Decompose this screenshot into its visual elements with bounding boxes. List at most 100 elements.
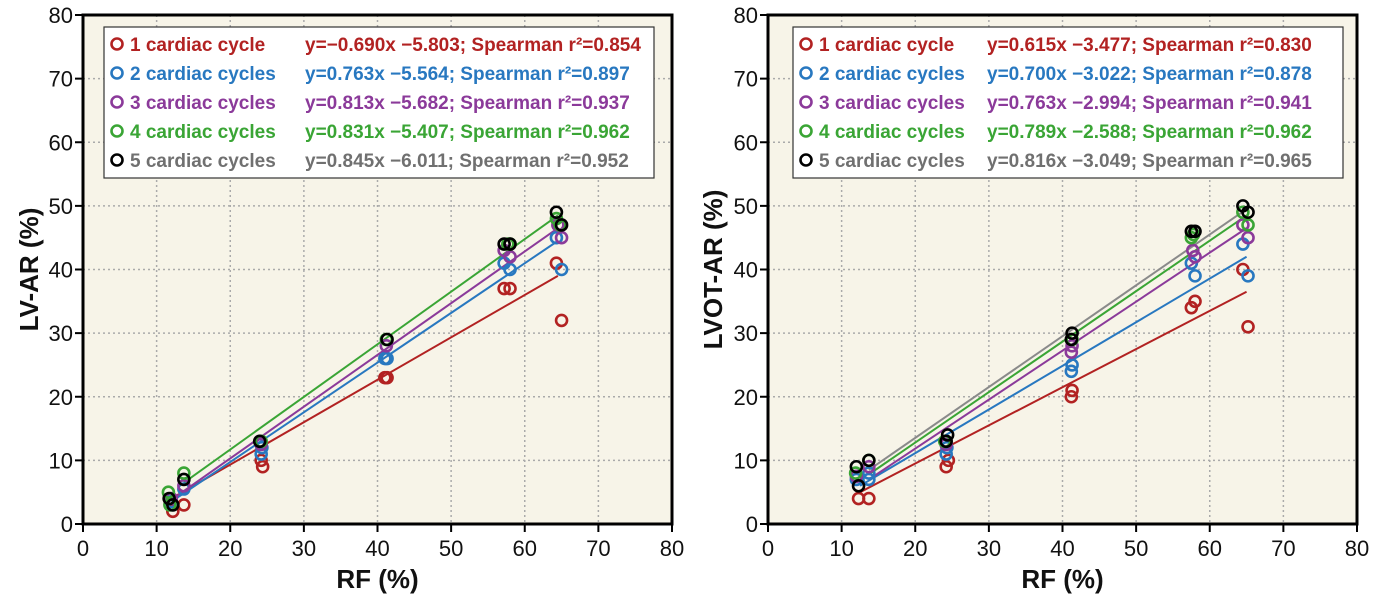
chart-2-x-tick-label: 40 [1050, 536, 1074, 561]
chart-1-point-series-5 [177, 472, 191, 487]
chart-2-y-tick-label: 10 [734, 448, 758, 473]
chart-1-legend-label-series-2: 2 cardiac cycles [130, 64, 276, 85]
chart-1-legend-box [103, 26, 655, 179]
chart-1-fit-line-series-4 [183, 214, 559, 484]
chart-1-y-tick-label: 20 [49, 385, 73, 410]
chart-2-legend-marker-series-3 [799, 95, 813, 109]
chart-2-legend-equation-series-1: y=0.615x −3.477; Spearman r²=0.830 [987, 35, 1312, 56]
chart-2-x-tick-label: 20 [903, 536, 927, 561]
chart-1-legend-equation-series-1: y=−0.690x −5.803; Spearman r²=0.854 [305, 35, 641, 56]
chart-2-point-series-5 [1065, 326, 1079, 340]
chart-2-legend-marker-series-4 [799, 124, 813, 138]
chart-2-point-series-1 [941, 453, 956, 468]
chart-1-legend-label-series-4: 4 cardiac cycles [130, 122, 276, 143]
chart-2-y-tick-label: 50 [734, 194, 758, 219]
chart-2-point-series-5 [849, 459, 864, 474]
chart-2-point-series-2 [939, 447, 953, 461]
chart-1-point-series-5 [503, 237, 517, 251]
chart-2-x-tick-label: 0 [762, 536, 774, 561]
chart-2-legend-label-series-1: 1 cardiac cycle [819, 35, 954, 56]
chart-2-point-series-3 [1188, 249, 1202, 264]
chart-2-point-series-2 [1065, 358, 1079, 372]
chart-1-point-series-4 [161, 485, 176, 499]
chart-1-point-series-3 [177, 479, 191, 493]
chart-2-point-series-5 [1188, 224, 1202, 239]
chart-2-x-tick-label: 80 [1345, 536, 1369, 561]
chart-2-point-series-5 [1064, 332, 1079, 347]
chart-1-y-tick-label: 40 [49, 258, 73, 283]
chart-1-point-series-1 [380, 370, 394, 385]
chart-2-fit-line-series-1 [859, 290, 1248, 494]
chart-2-y-tick-label: 70 [734, 67, 758, 92]
chart-2-x-axis-title: RF (%) [1021, 564, 1103, 594]
chart-2-point-series-1 [939, 459, 953, 474]
chart-2-y-axis-title: LVOT-AR (%) [698, 190, 728, 350]
chart-2-legend-marker-series-2 [799, 66, 813, 80]
chart-2-legend-equation-series-2: y=0.700x −3.022; Spearman r²=0.878 [987, 64, 1312, 85]
chart-2-point-series-5 [1241, 205, 1255, 220]
lv-ar-chart-panel: 0 10 20 30 40 50 60 70 80 0 10 20 30 40 50 60 70 80 RF (%)… [14, 3, 684, 594]
chart-2-legend-marker-series-5 [799, 153, 813, 167]
chart-1-legend-label-series-3: 3 cardiac cycles [130, 93, 276, 114]
chart-2-y-tick-label: 40 [734, 258, 758, 283]
chart-1-y-tick-label: 50 [49, 194, 73, 219]
chart-2-point-series-2 [1064, 364, 1079, 379]
chart-1-point-series-2 [549, 230, 564, 245]
chart-1-y-tick-label: 30 [49, 321, 73, 346]
chart-1-legend-equation-series-5: y=0.845x −6.011; Spearman r²=0.952 [305, 151, 629, 172]
chart-1-point-series-3 [554, 230, 569, 245]
chart-1-point-series-3 [379, 339, 394, 353]
chart-2-point-series-3 [1186, 243, 1200, 258]
chart-1-y-axis-title: LV-AR (%) [14, 208, 44, 332]
chart-1-point-series-2 [254, 447, 268, 461]
chart-2-point-series-1 [1065, 383, 1079, 398]
chart-1-legend-marker-series-1 [110, 37, 124, 51]
chart-2-point-series-3 [1241, 230, 1255, 245]
chart-2-point-series-5 [851, 479, 866, 493]
chart-1-y-tick-label: 70 [49, 67, 73, 92]
chart-1-point-series-2 [503, 262, 517, 277]
chart-2-x-tick-label: 50 [1124, 536, 1148, 561]
chart-1-point-series-5 [497, 237, 511, 251]
chart-2-point-series-3 [1064, 345, 1079, 360]
chart-2-point-series-2 [862, 466, 876, 480]
chart-2-point-series-1 [1188, 294, 1202, 309]
chart-2-point-series-3 [1236, 218, 1250, 232]
chart-1-fit-line-series-1 [170, 274, 559, 500]
chart-1-legend-equation-series-4: y=0.831x −5.407; Spearman r²=0.962 [305, 122, 630, 143]
chart-2-legend: 1 cardiac cycle y=0.615x −3.477; Spearman… [792, 26, 1344, 179]
chart-1-point-series-1 [254, 453, 268, 468]
chart-1-point-series-1 [554, 313, 569, 328]
chart-2-y-tick-label: 20 [734, 385, 758, 410]
chart-2-legend-label-series-4: 4 cardiac cycles [819, 122, 965, 143]
chart-1-legend-equation-series-3: y=0.813x −5.682; Spearman r²=0.937 [305, 93, 630, 114]
chart-2-point-series-5 [862, 453, 876, 468]
chart-2-legend-equation-series-4: y=0.789x −2.588; Spearman r²=0.962 [987, 122, 1312, 143]
chart-2-point-series-5 [940, 428, 955, 442]
chart-2-y-tick-label: 60 [734, 130, 758, 155]
chart-2-y-tick-label: 80 [734, 3, 758, 28]
chart-2-point-series-4 [848, 466, 863, 480]
chart-1-x-tick-label: 20 [218, 536, 242, 561]
chart-1-legend-marker-series-3 [110, 95, 124, 109]
chart-2-x-tick-label: 10 [829, 536, 853, 561]
chart-1-point-series-2 [380, 351, 394, 366]
chart-2-fit-line-series-3 [868, 227, 1248, 481]
chart-1-legend-marker-series-2 [110, 66, 124, 80]
chart-2-legend-label-series-2: 2 cardiac cycles [819, 64, 965, 85]
chart-2-legend-equation-series-5: y=0.816x −3.049; Spearman r²=0.965 [987, 151, 1312, 172]
chart-1-point-series-5 [380, 332, 394, 347]
chart-1-legend-label-series-5: 5 cardiac cycles [130, 151, 276, 172]
chart-1-x-tick-label: 10 [144, 536, 168, 561]
chart-1-point-series-4 [177, 466, 191, 480]
chart-1-y-tick-label: 10 [49, 448, 73, 473]
chart-1-point-series-1 [503, 281, 517, 296]
chart-1-y-tick-label: 80 [49, 3, 73, 28]
lvot-ar-chart-panel: 0 10 20 30 40 50 60 70 80 0 10 20 30 40 50 60 70 80 RF (%)… [698, 3, 1369, 594]
chart-1-x-tick-label: 30 [292, 536, 316, 561]
chart-2-legend-equation-series-3: y=0.763x −2.994; Spearman r²=0.941 [987, 93, 1312, 114]
chart-1-x-tick-label: 60 [513, 536, 537, 561]
chart-2-fit-line-series-2 [859, 255, 1248, 487]
chart-1-x-tick-label: 40 [365, 536, 389, 561]
